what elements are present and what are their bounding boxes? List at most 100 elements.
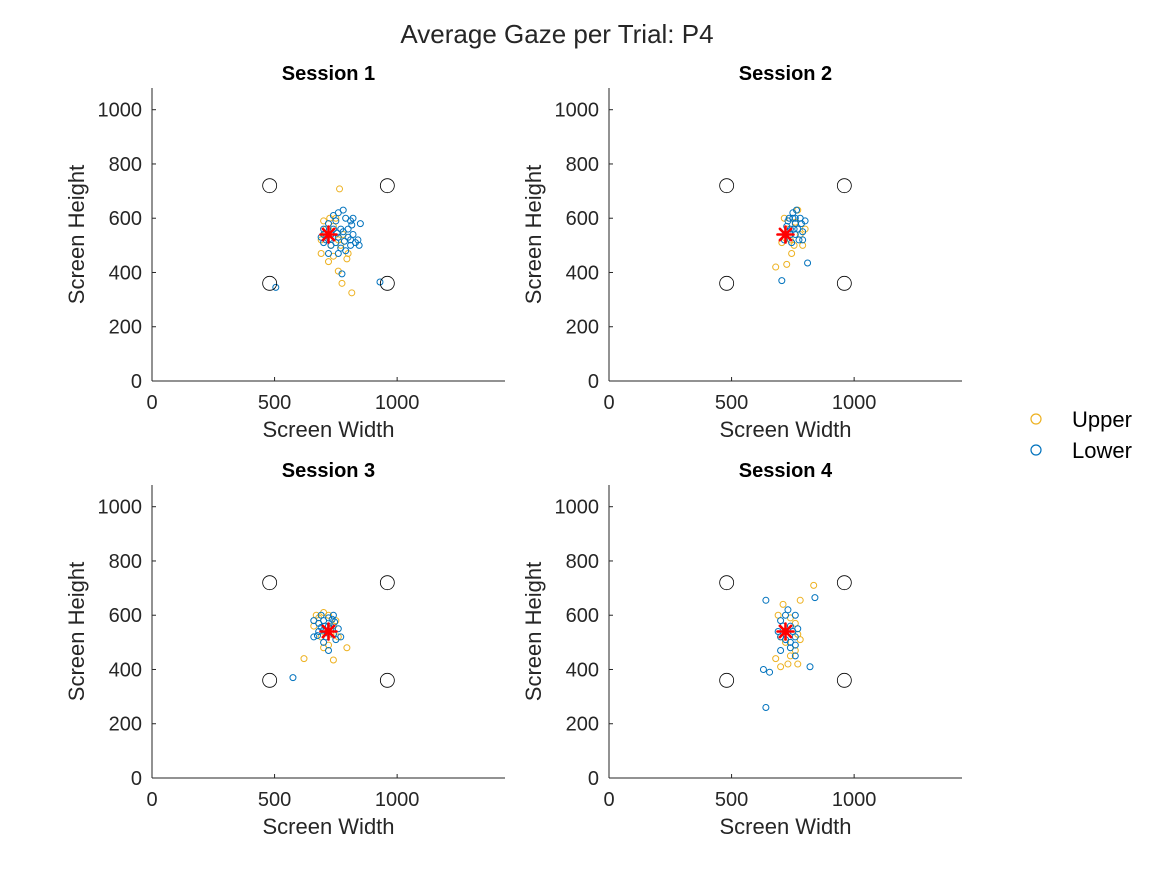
target-marker bbox=[262, 178, 278, 194]
x-tick-label: 1000 bbox=[832, 789, 877, 811]
data-point bbox=[784, 606, 792, 614]
data-point bbox=[772, 655, 780, 663]
data-point bbox=[766, 668, 774, 676]
panel-title: Session 4 bbox=[739, 460, 833, 482]
data-point bbox=[783, 260, 791, 268]
data-point bbox=[325, 249, 332, 257]
center-marker-stroke bbox=[778, 227, 793, 242]
data-point bbox=[762, 596, 770, 604]
y-axis-label: Screen Height bbox=[521, 562, 546, 701]
data-point bbox=[340, 237, 348, 245]
center-marker bbox=[776, 622, 795, 641]
panel-2: Session 2 0 500 1000 0 200 400 600 800 1000 Screen… bbox=[521, 63, 962, 442]
panel-title: Session 3 bbox=[282, 460, 375, 482]
data-point bbox=[300, 655, 308, 663]
data-point bbox=[799, 241, 807, 249]
data-point bbox=[336, 185, 344, 193]
data-point bbox=[334, 625, 342, 633]
data-point bbox=[794, 660, 802, 668]
data-point bbox=[786, 652, 794, 660]
center-marker-stroke bbox=[321, 624, 336, 639]
y-tick-label: 200 bbox=[109, 317, 142, 339]
y-tick-label: 1000 bbox=[555, 100, 600, 122]
data-point bbox=[778, 277, 786, 285]
x-axis-label: Screen Width bbox=[262, 417, 394, 442]
target-marker bbox=[262, 575, 278, 591]
data-point bbox=[334, 249, 342, 257]
y-axis-label: Screen Height bbox=[64, 562, 89, 701]
y-axis-label: Screen Height bbox=[521, 165, 546, 304]
y-tick-label: 400 bbox=[109, 262, 142, 284]
data-point bbox=[310, 617, 318, 625]
x-tick-label: 0 bbox=[146, 392, 157, 414]
target-marker bbox=[719, 275, 735, 291]
data-point bbox=[791, 641, 799, 649]
data-point bbox=[272, 283, 280, 291]
center-marker bbox=[776, 225, 795, 244]
data-point bbox=[356, 220, 364, 228]
data-point bbox=[791, 611, 799, 619]
x-tick-label: 500 bbox=[258, 392, 291, 414]
y-tick-label: 1000 bbox=[98, 497, 143, 519]
data-point bbox=[788, 249, 796, 257]
data-point bbox=[791, 214, 799, 222]
data-point bbox=[348, 289, 356, 297]
data-point bbox=[289, 674, 297, 682]
y-tick-label: 600 bbox=[109, 605, 142, 627]
center-marker bbox=[319, 622, 338, 641]
data-point bbox=[806, 663, 814, 671]
data-point bbox=[344, 225, 352, 233]
y-tick-label: 0 bbox=[588, 371, 599, 393]
legend: Upper Lower bbox=[1030, 407, 1132, 463]
data-point bbox=[337, 225, 345, 233]
x-tick-label: 1000 bbox=[375, 789, 420, 811]
data-point bbox=[317, 611, 325, 619]
y-tick-label: 200 bbox=[109, 714, 142, 736]
y-tick-label: 0 bbox=[131, 768, 142, 790]
target-marker bbox=[719, 178, 735, 194]
y-tick-label: 0 bbox=[588, 768, 599, 790]
target-marker bbox=[379, 672, 395, 688]
y-tick-label: 1000 bbox=[555, 497, 600, 519]
data-point bbox=[772, 263, 780, 271]
target-marker bbox=[379, 575, 395, 591]
center-marker-stroke bbox=[321, 227, 336, 242]
x-tick-label: 1000 bbox=[832, 392, 877, 414]
target-marker bbox=[262, 275, 278, 291]
x-tick-label: 1000 bbox=[375, 392, 420, 414]
y-tick-label: 0 bbox=[131, 371, 142, 393]
y-tick-label: 600 bbox=[566, 605, 599, 627]
series-lower bbox=[289, 611, 345, 682]
data-point bbox=[777, 663, 785, 671]
data-point bbox=[348, 221, 356, 229]
panel-4: Session 4 0 500 1000 0 200 400 600 800 1000 Screen… bbox=[521, 460, 962, 839]
data-point bbox=[313, 632, 321, 640]
x-axis-label: Screen Width bbox=[262, 814, 394, 839]
y-tick-label: 200 bbox=[566, 317, 599, 339]
data-point bbox=[338, 279, 346, 287]
x-tick-label: 0 bbox=[603, 392, 614, 414]
data-point bbox=[762, 703, 770, 711]
data-point bbox=[310, 633, 318, 641]
data-point bbox=[804, 259, 812, 267]
data-point bbox=[811, 594, 819, 602]
target-marker bbox=[262, 672, 278, 688]
y-tick-label: 1000 bbox=[98, 100, 143, 122]
panel-1: Session 1 0 500 1000 0 200 400 600 800 1000 Screen… bbox=[64, 63, 505, 442]
data-point bbox=[801, 217, 809, 225]
data-point bbox=[793, 206, 801, 214]
y-tick-label: 400 bbox=[566, 262, 599, 284]
center-marker-stroke bbox=[778, 624, 793, 639]
data-point bbox=[799, 228, 807, 236]
panel-title: Session 1 bbox=[282, 63, 375, 85]
data-point bbox=[777, 646, 785, 654]
x-tick-label: 0 bbox=[603, 789, 614, 811]
data-point bbox=[791, 652, 799, 660]
y-tick-label: 800 bbox=[566, 154, 599, 176]
data-point bbox=[349, 214, 357, 222]
data-point bbox=[325, 646, 332, 654]
data-point bbox=[333, 229, 341, 237]
figure-title: Average Gaze per Trial: P4 bbox=[400, 19, 713, 49]
data-point bbox=[342, 247, 350, 255]
